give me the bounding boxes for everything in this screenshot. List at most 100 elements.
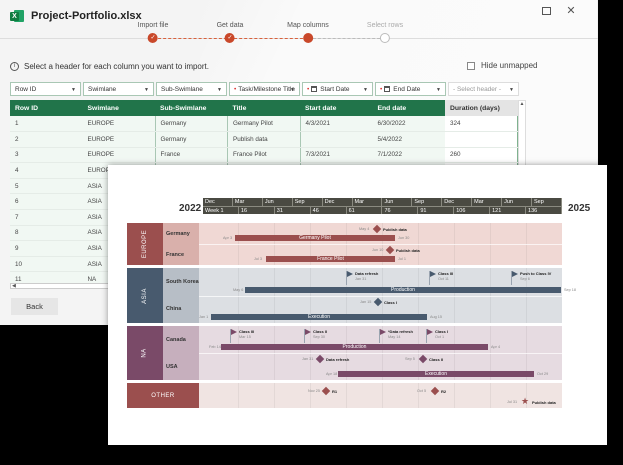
scroll-left-icon[interactable]: ◀: [12, 283, 16, 289]
select-title[interactable]: • Task/Milestone Title ▼: [229, 82, 300, 96]
scale-week: 136: [526, 207, 562, 214]
diamond-milestone-icon[interactable]: [373, 297, 383, 306]
task-bar[interactable]: Execution: [338, 371, 534, 377]
milestone-label: Class III: [239, 329, 255, 334]
hide-unmapped-toggle[interactable]: Hide unmapped: [467, 61, 537, 70]
task-start-date: Jan 1: [199, 315, 209, 319]
calendar-icon: [384, 86, 391, 92]
diamond-milestone-icon[interactable]: [385, 245, 395, 255]
table-row: 3 EUROPE France France Pilot 7/3/2021 7/1/202…: [10, 147, 518, 164]
milestone-label: Data refresh: [326, 357, 350, 362]
hide-unmapped-checkbox[interactable]: [467, 61, 475, 70]
task-bar[interactable]: Production: [245, 286, 561, 293]
swimlane-na: NA Canada USA Feb 14 Production Apr 4 Apr 18 Ex…: [127, 326, 562, 380]
select-sub-swimlane[interactable]: Sub-Swimlane ▼: [156, 82, 227, 96]
step-import-file: Import file ✓: [137, 22, 169, 43]
task-end-date: Jul 1: [398, 257, 407, 261]
table-cell: Publish data: [227, 131, 301, 148]
info-icon: i: [10, 62, 19, 71]
flag-milestone-icon[interactable]: [379, 329, 386, 343]
required-icon: •: [234, 85, 237, 93]
table-cell: EUROPE: [82, 131, 156, 148]
swimlane-asia: ASIA South Korea China May 6 Production Sep 1…: [127, 268, 576, 323]
diamond-milestone-icon[interactable]: [321, 386, 331, 396]
dropdown-caret-icon: ▼: [71, 87, 76, 93]
milestone-date: Oct 1: [435, 335, 445, 339]
milestone-label: Data refresh: [355, 271, 379, 276]
task-end-date: Aug 15: [430, 315, 443, 319]
scroll-up-icon[interactable]: ▲: [519, 101, 525, 107]
task-start-date: May 6: [233, 287, 244, 292]
col-header: Start date: [300, 100, 373, 116]
milestone-label: Class I: [384, 299, 397, 305]
milestone-date: Sep 5: [405, 357, 415, 361]
scale-month: Jun: [263, 198, 293, 206]
back-button[interactable]: Back: [11, 298, 58, 315]
table-cell: Germany Pilot: [227, 116, 301, 133]
horizontal-scrollbar[interactable]: ◀: [10, 283, 110, 289]
diamond-milestone-icon[interactable]: [372, 224, 382, 234]
table-cell: 2: [10, 131, 83, 148]
scale-week: 106: [454, 207, 491, 214]
milestone-date: Jan 31: [355, 277, 367, 281]
flag-milestone-icon[interactable]: [346, 271, 353, 285]
milestone-label: Class III: [438, 271, 454, 276]
table-cell: 9: [10, 240, 83, 257]
milestone-date: Jan 31: [302, 357, 314, 361]
flag-milestone-icon[interactable]: [304, 329, 311, 343]
task-bar[interactable]: Germany Pilot: [235, 235, 395, 241]
scale-week: 31: [275, 207, 311, 214]
table-cell: France: [155, 147, 228, 164]
milestone-label: R2: [441, 389, 447, 394]
table-row: 2 EUROPE Germany Publish data 5/4/2022: [10, 131, 518, 148]
table-cell: [445, 131, 518, 148]
table-cell: Germany: [155, 131, 228, 148]
scale-month: Jun: [502, 198, 532, 206]
star-milestone-icon[interactable]: ★: [521, 396, 530, 406]
table-cell: 7/1/2022: [372, 147, 445, 164]
task-bar[interactable]: France Pilot: [266, 256, 395, 262]
task-bar[interactable]: Production: [221, 344, 488, 350]
close-icon[interactable]: ✕: [566, 5, 576, 17]
task-start-date: Feb 14: [209, 345, 221, 349]
scale-week: 76: [382, 207, 419, 214]
sub-swimlane-label: France: [166, 251, 185, 258]
calendar-icon: [311, 86, 318, 92]
dropdown-caret-icon: ▼: [144, 87, 149, 93]
select-swimlane[interactable]: Swimlane ▼: [83, 82, 154, 96]
sub-swimlanes: South Korea China: [163, 268, 199, 323]
flag-milestone-icon[interactable]: [426, 329, 433, 343]
maximize-icon[interactable]: [542, 7, 551, 15]
diamond-milestone-icon[interactable]: [430, 386, 440, 396]
table-cell: 6: [10, 193, 83, 211]
task-end-date: Sep 18: [564, 287, 577, 292]
swimlane-body: May 6 Production Sep 18 Jan 1 Execution Aug 1…: [199, 268, 576, 323]
flag-milestone-icon[interactable]: [511, 271, 518, 285]
col-header: Duration (days): [445, 100, 518, 116]
sub-swimlanes: Germany France: [163, 223, 199, 265]
diamond-milestone-icon[interactable]: [315, 354, 325, 364]
table-cell: 6/30/2022: [372, 116, 445, 133]
flag-milestone-icon[interactable]: [429, 271, 436, 285]
required-icon: •: [307, 85, 310, 93]
check-icon: ✓: [147, 33, 158, 43]
task-bar[interactable]: Execution: [211, 314, 427, 320]
milestone-label: Publish data: [383, 227, 407, 232]
milestone-date: May 14: [388, 335, 401, 339]
table-cell: 5: [10, 178, 83, 195]
scale-month: Mar: [472, 198, 503, 206]
select-start-date[interactable]: • Start Date ▼: [302, 82, 373, 96]
dropdown-caret-icon: ▼: [290, 87, 295, 93]
table-cell: 8: [10, 225, 83, 242]
flag-milestone-icon[interactable]: [230, 329, 237, 343]
milestone-date: Sep 6: [520, 277, 530, 281]
sub-swimlane-label: Germany: [166, 230, 190, 237]
swimlane-europe: EUROPE Germany France Apr 3 Germany Pilot Jun…: [127, 223, 562, 265]
diamond-milestone-icon[interactable]: [418, 354, 428, 364]
table-cell: 1: [10, 116, 83, 133]
select-header-placeholder[interactable]: - Select header - ▼: [448, 82, 519, 96]
select-row-id[interactable]: Row ID ▼: [10, 82, 81, 96]
select-end-date[interactable]: • End Date ▼: [375, 82, 446, 96]
window-title: Project-Portfolio.xlsx: [31, 10, 142, 22]
milestone-label: Push to Class IV: [520, 271, 552, 276]
